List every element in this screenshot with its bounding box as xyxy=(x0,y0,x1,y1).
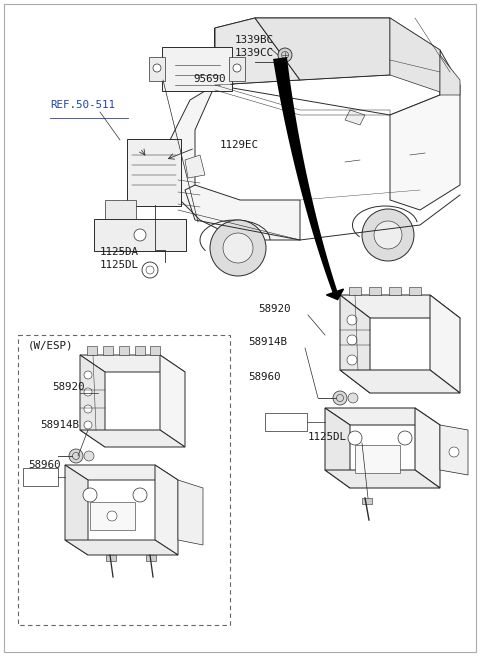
Circle shape xyxy=(362,209,414,261)
Polygon shape xyxy=(80,355,185,372)
FancyBboxPatch shape xyxy=(162,47,232,91)
Polygon shape xyxy=(430,295,460,393)
Polygon shape xyxy=(65,540,178,555)
Circle shape xyxy=(348,393,358,403)
Circle shape xyxy=(233,64,241,72)
Circle shape xyxy=(210,220,266,276)
Bar xyxy=(90,502,135,530)
Circle shape xyxy=(347,355,357,365)
Polygon shape xyxy=(215,18,300,85)
Circle shape xyxy=(84,371,92,379)
Circle shape xyxy=(84,388,92,396)
Circle shape xyxy=(133,488,147,502)
Text: 1129EC: 1129EC xyxy=(220,140,259,150)
Text: 1339BC: 1339BC xyxy=(235,35,274,45)
Bar xyxy=(135,346,145,355)
Polygon shape xyxy=(65,465,88,555)
Text: 58914B: 58914B xyxy=(248,337,287,347)
Circle shape xyxy=(278,48,292,62)
Bar xyxy=(103,346,113,355)
Polygon shape xyxy=(155,465,178,555)
Polygon shape xyxy=(325,408,440,425)
FancyBboxPatch shape xyxy=(127,139,181,206)
Polygon shape xyxy=(326,289,344,300)
Text: 58960: 58960 xyxy=(28,460,60,470)
Polygon shape xyxy=(390,18,440,92)
Circle shape xyxy=(374,221,402,249)
Bar xyxy=(349,287,361,295)
Bar xyxy=(150,346,160,355)
Circle shape xyxy=(223,233,253,263)
Text: (W/ESP): (W/ESP) xyxy=(28,340,73,350)
Polygon shape xyxy=(65,465,178,480)
Polygon shape xyxy=(345,110,365,125)
Bar xyxy=(362,498,372,504)
Bar xyxy=(355,445,400,473)
Circle shape xyxy=(398,431,412,445)
Polygon shape xyxy=(415,408,440,488)
Polygon shape xyxy=(440,55,460,95)
Polygon shape xyxy=(185,155,205,178)
Text: REF.50-511: REF.50-511 xyxy=(50,100,115,110)
Text: 1125DA: 1125DA xyxy=(100,247,139,257)
Polygon shape xyxy=(178,480,203,545)
Bar xyxy=(23,468,58,486)
Bar xyxy=(18,335,230,625)
Polygon shape xyxy=(80,430,185,447)
Bar xyxy=(106,555,116,561)
Circle shape xyxy=(153,64,161,72)
Circle shape xyxy=(84,451,94,461)
Polygon shape xyxy=(325,470,440,488)
Bar xyxy=(87,346,97,355)
Text: 58920: 58920 xyxy=(258,304,290,314)
Circle shape xyxy=(333,391,347,405)
Circle shape xyxy=(449,447,459,457)
Text: 1125DL: 1125DL xyxy=(100,260,139,270)
Bar xyxy=(265,413,307,431)
FancyBboxPatch shape xyxy=(105,199,135,218)
Polygon shape xyxy=(273,57,337,293)
Circle shape xyxy=(83,488,97,502)
Circle shape xyxy=(347,335,357,345)
Polygon shape xyxy=(255,18,390,80)
Polygon shape xyxy=(170,28,300,240)
Circle shape xyxy=(347,315,357,325)
Circle shape xyxy=(142,262,158,278)
Text: 58920: 58920 xyxy=(52,382,84,392)
Circle shape xyxy=(134,229,146,241)
Text: 1125DL: 1125DL xyxy=(308,432,347,442)
Polygon shape xyxy=(390,50,460,210)
Polygon shape xyxy=(160,355,185,447)
Circle shape xyxy=(84,421,92,429)
Text: 58914B: 58914B xyxy=(40,420,79,430)
FancyBboxPatch shape xyxy=(149,57,165,81)
Bar xyxy=(389,287,401,295)
Bar xyxy=(369,287,381,295)
Polygon shape xyxy=(340,295,370,393)
FancyBboxPatch shape xyxy=(94,219,186,251)
FancyBboxPatch shape xyxy=(229,57,245,81)
Circle shape xyxy=(348,431,362,445)
Circle shape xyxy=(69,449,83,463)
Text: 1339CC: 1339CC xyxy=(235,48,274,58)
Polygon shape xyxy=(440,425,468,475)
Polygon shape xyxy=(80,355,105,447)
Bar xyxy=(146,555,156,561)
Text: 58960: 58960 xyxy=(248,372,280,382)
Bar xyxy=(409,287,421,295)
Circle shape xyxy=(84,405,92,413)
Text: 95690: 95690 xyxy=(193,74,226,84)
Bar xyxy=(119,346,129,355)
Polygon shape xyxy=(340,370,460,393)
Polygon shape xyxy=(325,408,350,488)
Polygon shape xyxy=(340,295,460,318)
Circle shape xyxy=(107,511,117,521)
